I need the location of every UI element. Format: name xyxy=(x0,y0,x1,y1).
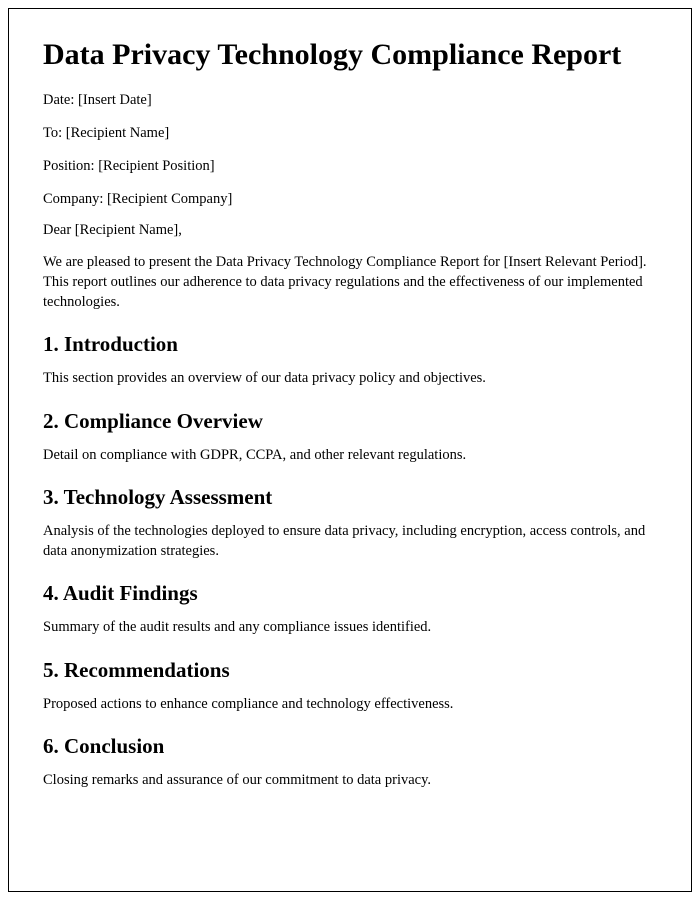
meta-position-value: [Recipient Position] xyxy=(98,158,214,174)
meta-to-value: [Recipient Name] xyxy=(66,125,169,141)
section-body-compliance: Detail on compliance with GDPR, CCPA, an… xyxy=(43,446,657,466)
meta-date-label: Date: xyxy=(43,92,74,108)
section-heading-recommendations: 5. Recommendations xyxy=(43,658,657,683)
meta-to-label: To: xyxy=(43,125,62,141)
salutation: Dear [Recipient Name], xyxy=(43,222,657,239)
meta-to: To: [Recipient Name] xyxy=(43,124,657,143)
document-page: Data Privacy Technology Compliance Repor… xyxy=(8,8,692,892)
meta-company-label: Company: xyxy=(43,191,103,207)
section-body-audit: Summary of the audit results and any com… xyxy=(43,618,657,638)
meta-date: Date: [Insert Date] xyxy=(43,91,657,110)
section-body-introduction: This section provides an overview of our… xyxy=(43,369,657,389)
meta-company-value: [Recipient Company] xyxy=(107,191,232,207)
meta-position: Position: [Recipient Position] xyxy=(43,157,657,176)
section-heading-conclusion: 6. Conclusion xyxy=(43,734,657,759)
section-body-technology: Analysis of the technologies deployed to… xyxy=(43,522,657,561)
section-heading-audit: 4. Audit Findings xyxy=(43,581,657,606)
section-heading-compliance: 2. Compliance Overview xyxy=(43,409,657,434)
meta-date-value: [Insert Date] xyxy=(78,92,152,108)
intro-paragraph: We are pleased to present the Data Priva… xyxy=(43,253,657,312)
section-body-conclusion: Closing remarks and assurance of our com… xyxy=(43,771,657,791)
section-body-recommendations: Proposed actions to enhance compliance a… xyxy=(43,695,657,715)
section-heading-introduction: 1. Introduction xyxy=(43,332,657,357)
page-title: Data Privacy Technology Compliance Repor… xyxy=(43,37,657,73)
meta-position-label: Position: xyxy=(43,158,95,174)
section-heading-technology: 3. Technology Assessment xyxy=(43,485,657,510)
meta-company: Company: [Recipient Company] xyxy=(43,190,657,209)
